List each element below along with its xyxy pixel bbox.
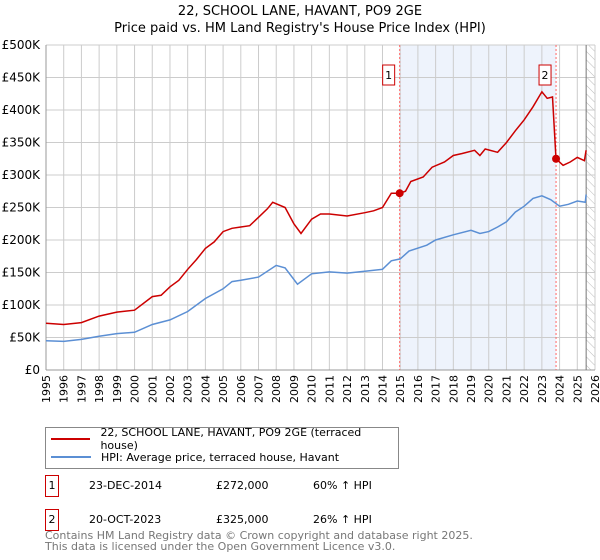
x-tick-label: 2003 [182, 375, 195, 403]
x-tick-label: 2004 [199, 375, 212, 403]
y-tick-label: £250K [2, 201, 42, 215]
y-tick-label: £0 [25, 363, 40, 377]
footer-copyright: Contains HM Land Registry data © Crown c… [45, 529, 473, 542]
x-tick-label: 2023 [536, 375, 549, 403]
chart-subtitle: Price paid vs. HM Land Registry's House … [114, 21, 486, 36]
y-tick-label: £150K [2, 266, 42, 280]
x-tick-label: 2024 [554, 375, 567, 403]
legend-item-hpi: HPI: Average price, terraced house, Hava… [46, 448, 339, 466]
x-tick-label: 1998 [93, 375, 106, 403]
legend: 22, SCHOOL LANE, HAVANT, PO9 2GE (terrac… [45, 426, 399, 469]
x-tick-label: 2016 [412, 375, 425, 403]
y-tick-label: £400K [2, 103, 42, 117]
sale-point [552, 154, 561, 163]
x-tick-label: 2010 [306, 375, 319, 403]
y-tick-label: £450K [2, 71, 42, 85]
x-tick-label: 2020 [483, 375, 496, 403]
x-tick-label: 2000 [129, 375, 142, 403]
x-tick-label: 2007 [253, 375, 266, 403]
sale-label: 2 [542, 69, 549, 82]
x-tick-label: 1999 [111, 375, 124, 403]
transaction-hpi: 60% ↑ HPI [313, 479, 372, 492]
y-tick-label: £100K [2, 298, 42, 312]
legend-label-property: 22, SCHOOL LANE, HAVANT, PO9 2GE (terrac… [100, 426, 362, 452]
x-tick-label: 2008 [270, 375, 283, 403]
transaction-date: 20-OCT-2023 [89, 513, 162, 526]
x-tick-label: 2002 [164, 375, 177, 403]
x-tick-label: 2012 [341, 375, 354, 403]
y-tick-label: £500K [2, 38, 42, 52]
transaction-badge: 1 [45, 475, 59, 497]
x-tick-label: 2005 [217, 375, 230, 403]
sale-label-box [538, 64, 552, 86]
property-price-line [45, 90, 587, 326]
chart-title: 22, SCHOOL LANE, HAVANT, PO9 2GE [177, 4, 423, 19]
y-tick-label: £200K [2, 233, 42, 247]
price-chart: 1995 1996 1997 1998 1999 2000 2001 2002 2003 2004… [2, 38, 600, 403]
transaction-badge: 2 [45, 509, 59, 531]
y-tick-label: £50K [9, 331, 41, 345]
footer-licence: This data is licensed under the Open Gov… [45, 540, 396, 553]
x-tick-label: 1997 [75, 375, 88, 403]
x-tick-label: 2015 [394, 375, 407, 403]
y-tick-label: £300K [2, 168, 42, 182]
x-tick-label: 2021 [500, 375, 513, 403]
x-tick-label: 2019 [465, 375, 478, 403]
hpi-line [45, 194, 587, 343]
sale-label-box [382, 64, 396, 86]
x-tick-label: 2026 [589, 375, 600, 403]
x-tick-label: 2014 [376, 375, 389, 403]
x-tick-label: 1995 [40, 375, 53, 403]
transaction-hpi: 26% ↑ HPI [313, 513, 372, 526]
legend-swatch-property [51, 438, 91, 440]
x-tick-label: 2006 [235, 375, 248, 403]
sale-point [395, 189, 404, 198]
transaction-price: £272,000 [216, 479, 269, 492]
x-tick-label: 2011 [323, 375, 336, 403]
x-tick-label: 2001 [146, 375, 159, 403]
transaction-price: £325,000 [216, 513, 269, 526]
legend-swatch-hpi [51, 456, 91, 458]
x-tick-label: 2017 [430, 375, 443, 403]
x-tick-label: 1996 [58, 375, 71, 403]
x-tick-label: 2022 [518, 375, 531, 403]
x-tick-label: 2013 [359, 375, 372, 403]
legend-item-property: 22, SCHOOL LANE, HAVANT, PO9 2GE (terrac… [46, 426, 398, 452]
y-tick-label: £350K [2, 136, 42, 150]
x-tick-label: 2009 [288, 375, 301, 403]
x-tick-label: 2025 [571, 375, 584, 403]
transaction-date: 23-DEC-2014 [89, 479, 163, 492]
sale-label: 1 [385, 69, 392, 82]
x-tick-label: 2018 [447, 375, 460, 403]
footer: Contains HM Land Registry data © Crown c… [45, 530, 473, 552]
legend-label-hpi: HPI: Average price, terraced house, Hava… [101, 450, 340, 464]
